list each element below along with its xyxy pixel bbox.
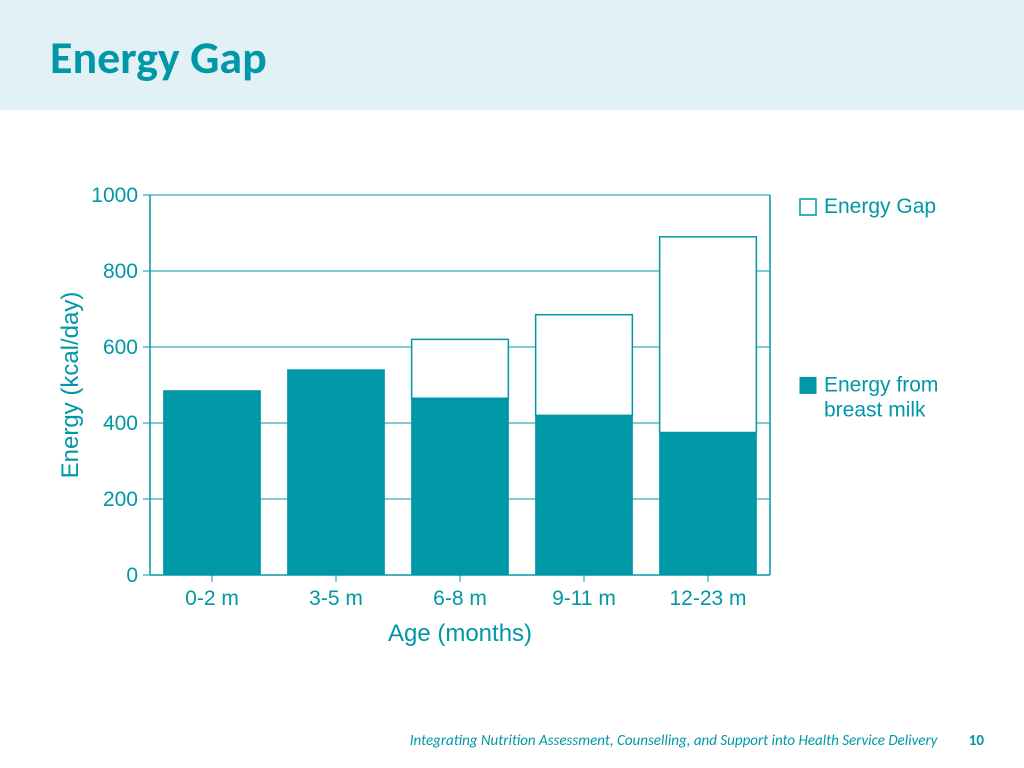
- svg-text:Energy from: Energy from: [824, 373, 938, 396]
- svg-text:0-2 m: 0-2 m: [185, 587, 239, 610]
- footer-text: Integrating Nutrition Assessment, Counse…: [410, 732, 938, 750]
- svg-text:12-23 m: 12-23 m: [669, 587, 746, 610]
- svg-text:breast milk: breast milk: [824, 398, 926, 421]
- svg-text:800: 800: [103, 260, 138, 283]
- svg-text:3-5 m: 3-5 m: [309, 587, 363, 610]
- svg-text:Energy Gap: Energy Gap: [824, 195, 936, 218]
- svg-text:1000: 1000: [91, 185, 138, 207]
- chart-svg: 0 200 400 600 800 1000 0-2 m 3-5 m 6-8 m 9-11 m 12…: [50, 185, 980, 655]
- footer: Integrating Nutrition Assessment, Counse…: [410, 732, 984, 750]
- svg-text:200: 200: [103, 488, 138, 511]
- svg-text:600: 600: [103, 336, 138, 359]
- svg-text:6-8 m: 6-8 m: [433, 587, 487, 610]
- page-number: 10: [969, 732, 984, 750]
- svg-text:Energy (kcal/day): Energy (kcal/day): [57, 292, 84, 479]
- title-bar: Energy Gap: [0, 0, 1024, 110]
- page-title: Energy Gap: [50, 30, 974, 86]
- svg-text:400: 400: [103, 412, 138, 435]
- energy-gap-chart: 0 200 400 600 800 1000 0-2 m 3-5 m 6-8 m 9-11 m 12…: [50, 185, 980, 655]
- svg-text:0: 0: [126, 564, 138, 587]
- slide: Energy Gap 0 200 400 600 800 1000 0-2 m 3-5 m 6-…: [0, 0, 1024, 768]
- svg-text:9-11 m: 9-11 m: [552, 587, 616, 610]
- svg-text:Age (months): Age (months): [388, 620, 532, 647]
